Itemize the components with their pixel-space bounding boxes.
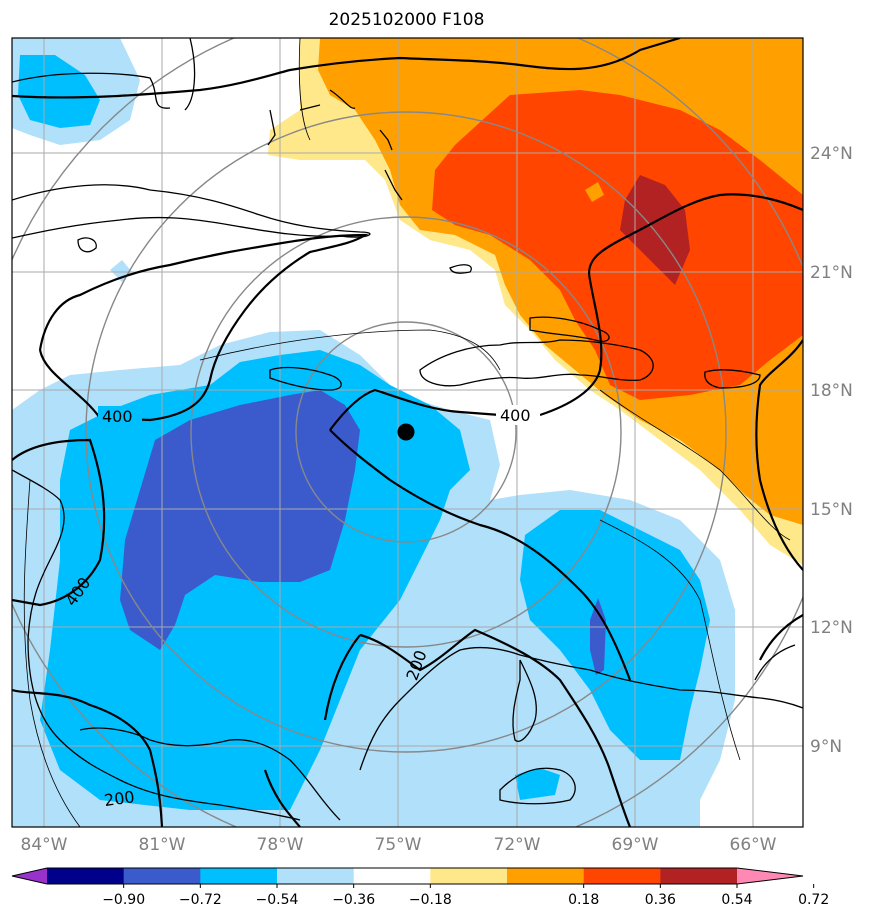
graticule: [12, 38, 803, 827]
range-rings: [12, 38, 803, 827]
colorbar-tick-label: −0.54: [256, 892, 299, 908]
colorbar-cell: [200, 868, 278, 884]
geopotential-contours: [12, 38, 803, 827]
colorbar-tick-label: −0.90: [102, 892, 145, 908]
colorbar-cell: [507, 868, 585, 884]
colorbar-tick-label: 0.72: [798, 892, 829, 908]
colorbar-tick-label: −0.72: [179, 892, 222, 908]
colorbar-cell: [277, 868, 355, 884]
lon-label-75w: 75°W: [375, 835, 422, 855]
contour-label-400-west: 400: [102, 407, 133, 426]
colorbar-cell: [660, 868, 738, 884]
lon-label-84w: 84°W: [21, 835, 68, 855]
colorbar-tick-label: −0.36: [332, 892, 375, 908]
lat-label-12n: 12°N: [810, 618, 853, 638]
cool-anomaly-fill-0.36-south: [515, 768, 560, 800]
warm-anomaly-fill-0.54-patch: [585, 182, 604, 202]
colorbar-cell: [430, 868, 508, 884]
colorbar-cell: [47, 868, 125, 884]
colorbar-cell: [583, 868, 661, 884]
map-frame: [11, 37, 804, 828]
colorbar-extend-low: [12, 868, 47, 884]
contour-label-200-south: 200: [103, 787, 136, 810]
lon-label-81w: 81°W: [139, 835, 186, 855]
lon-label-69w: 69°W: [612, 835, 659, 855]
map-title: 2025102000 F108: [328, 10, 485, 30]
lat-label-9n: 9°N: [810, 737, 842, 757]
coastlines: [12, 38, 803, 821]
colorbar-tick-label: 0.36: [645, 892, 676, 908]
colorbar-cell: [123, 868, 201, 884]
colorbar-tick-label: 0.18: [568, 892, 599, 908]
lat-label-18n: 18°N: [810, 381, 853, 401]
lon-label-78w: 78°W: [257, 835, 304, 855]
cool-anomaly-fill-0.36-east: [520, 510, 710, 760]
colorbar-extend-high: [737, 868, 803, 884]
map-area: [12, 38, 803, 827]
colorbar-tick-label: 0.54: [721, 892, 752, 908]
colorbar-outline: [11, 867, 804, 885]
lat-label-24n: 24°N: [810, 144, 853, 164]
lon-label-72w: 72°W: [494, 835, 541, 855]
cool-anomaly-fill-0.54: [120, 390, 360, 650]
warm-anomaly-fill-0.54: [432, 90, 803, 400]
storm-center-marker: [397, 423, 415, 441]
lat-label-21n: 21°N: [810, 263, 853, 283]
colorbar-cell: [353, 868, 431, 884]
lon-label-66w: 66°W: [730, 835, 777, 855]
contour-label-400-east: 400: [500, 406, 531, 425]
colorbar: −0.90 −0.72 −0.54 −0.36 −0.18 0.18 0.36 0.54 0.7…: [11, 867, 829, 908]
lat-label-15n: 15°N: [810, 500, 853, 520]
colorbar-tick-label: −0.18: [409, 892, 452, 908]
